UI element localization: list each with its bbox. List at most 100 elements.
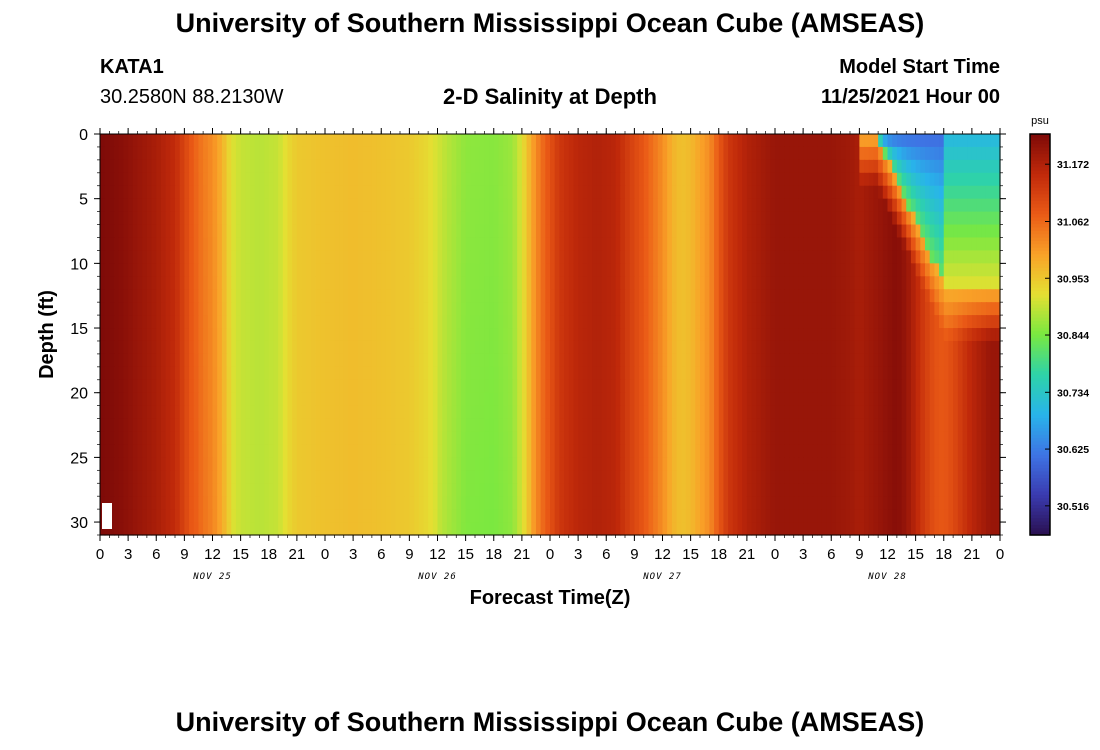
- heatmap-cell: [685, 457, 692, 471]
- heatmap-cell: [381, 263, 387, 277]
- heatmap-cell: [470, 276, 476, 290]
- heatmap-cell: [137, 392, 143, 407]
- heatmap-cell: [550, 172, 556, 187]
- heatmap-cell: [554, 134, 560, 148]
- heatmap-cell: [592, 250, 598, 264]
- heatmap-cell: [643, 392, 650, 407]
- heatmap-cell: [423, 457, 429, 471]
- heatmap-cell: [714, 250, 720, 264]
- heatmap-cell: [925, 392, 931, 407]
- heatmap-cell: [850, 302, 856, 316]
- heatmap-cell: [325, 353, 331, 368]
- heatmap-cell: [629, 146, 635, 161]
- heatmap-cell: [868, 405, 875, 420]
- heatmap-cell: [878, 353, 884, 368]
- heatmap-cell: [821, 159, 828, 174]
- heatmap-cell: [357, 444, 364, 458]
- heatmap-cell: [929, 315, 935, 329]
- heatmap-cell: [296, 134, 303, 148]
- heatmap-cell: [812, 379, 818, 394]
- heatmap-cell: [850, 444, 856, 458]
- heatmap-cell: [704, 146, 710, 161]
- heatmap-cell: [357, 379, 364, 394]
- heatmap-cell: [264, 379, 270, 394]
- heatmap-cell: [662, 457, 668, 471]
- heatmap-cell: [517, 263, 523, 277]
- heatmap-cell: [929, 405, 935, 420]
- heatmap-cell: [995, 159, 1001, 174]
- heatmap-cell: [160, 250, 167, 264]
- heatmap-cell: [418, 263, 425, 277]
- heatmap-cell: [521, 159, 528, 174]
- heatmap-cell: [512, 328, 518, 342]
- heatmap-cell: [746, 224, 753, 239]
- heatmap-cell: [826, 418, 832, 433]
- heatmap-cell: [840, 289, 846, 303]
- heatmap-cell: [259, 457, 265, 471]
- heatmap-cell: [737, 172, 743, 187]
- heatmap-cell: [329, 289, 335, 303]
- heatmap-cell: [165, 366, 171, 381]
- heatmap-cell: [460, 146, 467, 161]
- heatmap-cell: [184, 237, 190, 252]
- heatmap-cell: [976, 328, 982, 342]
- heatmap-cell: [493, 146, 500, 161]
- heatmap-cell: [278, 289, 284, 303]
- heatmap-cell: [146, 457, 153, 471]
- heatmap-cell: [760, 237, 767, 252]
- heatmap-cell: [629, 224, 635, 239]
- heatmap-cell: [896, 302, 903, 316]
- heatmap-cell: [442, 302, 448, 316]
- heatmap-cell: [728, 366, 734, 381]
- heatmap-cell: [428, 134, 434, 148]
- heatmap-cell: [273, 418, 279, 433]
- heatmap-cell: [943, 250, 950, 264]
- heatmap-cell: [137, 444, 143, 458]
- heatmap-cell: [667, 457, 673, 471]
- heatmap-cell: [709, 159, 715, 174]
- heatmap-cell: [639, 418, 645, 433]
- heatmap-cell: [835, 237, 842, 252]
- heatmap-cell: [578, 134, 584, 148]
- heatmap-cell: [437, 250, 443, 264]
- heatmap-cell: [517, 353, 523, 368]
- heatmap-cell: [287, 444, 293, 458]
- heatmap-cell: [540, 134, 546, 148]
- heatmap-cell: [151, 250, 157, 264]
- heatmap-cell: [925, 379, 931, 394]
- heatmap-cell: [910, 444, 917, 458]
- heatmap-cell: [643, 237, 650, 252]
- heatmap-cell: [531, 315, 537, 329]
- heatmap-cell: [779, 185, 785, 200]
- heatmap-cell: [892, 159, 898, 174]
- heatmap-cell: [385, 224, 392, 239]
- heatmap-cell: [353, 366, 359, 381]
- heatmap-cell: [559, 146, 565, 161]
- heatmap-cell: [325, 250, 331, 264]
- heatmap-cell: [315, 340, 321, 355]
- heatmap-cell: [760, 172, 767, 187]
- heatmap-cell: [864, 302, 870, 316]
- heatmap-cell: [775, 302, 781, 316]
- heatmap-cell: [793, 444, 800, 458]
- heatmap-cell: [160, 263, 167, 277]
- heatmap-cell: [789, 444, 795, 458]
- heatmap-cell: [160, 328, 167, 342]
- heatmap-cell: [634, 405, 640, 420]
- heatmap-cell: [264, 250, 270, 264]
- heatmap-cell: [414, 431, 420, 446]
- heatmap-cell: [409, 237, 415, 252]
- heatmap-cell: [981, 431, 987, 446]
- heatmap-cell: [653, 405, 659, 420]
- heatmap-cell: [896, 340, 903, 355]
- heatmap-cell: [545, 379, 551, 394]
- heatmap-cell: [812, 418, 818, 433]
- heatmap-cell: [395, 198, 401, 213]
- heatmap-cell: [784, 392, 790, 407]
- heatmap-cell: [835, 185, 842, 200]
- heatmap-cell: [217, 444, 223, 458]
- heatmap-cell: [493, 418, 500, 433]
- heatmap-cell: [114, 250, 120, 264]
- heatmap-cell: [184, 263, 190, 277]
- heatmap-cell: [264, 172, 270, 187]
